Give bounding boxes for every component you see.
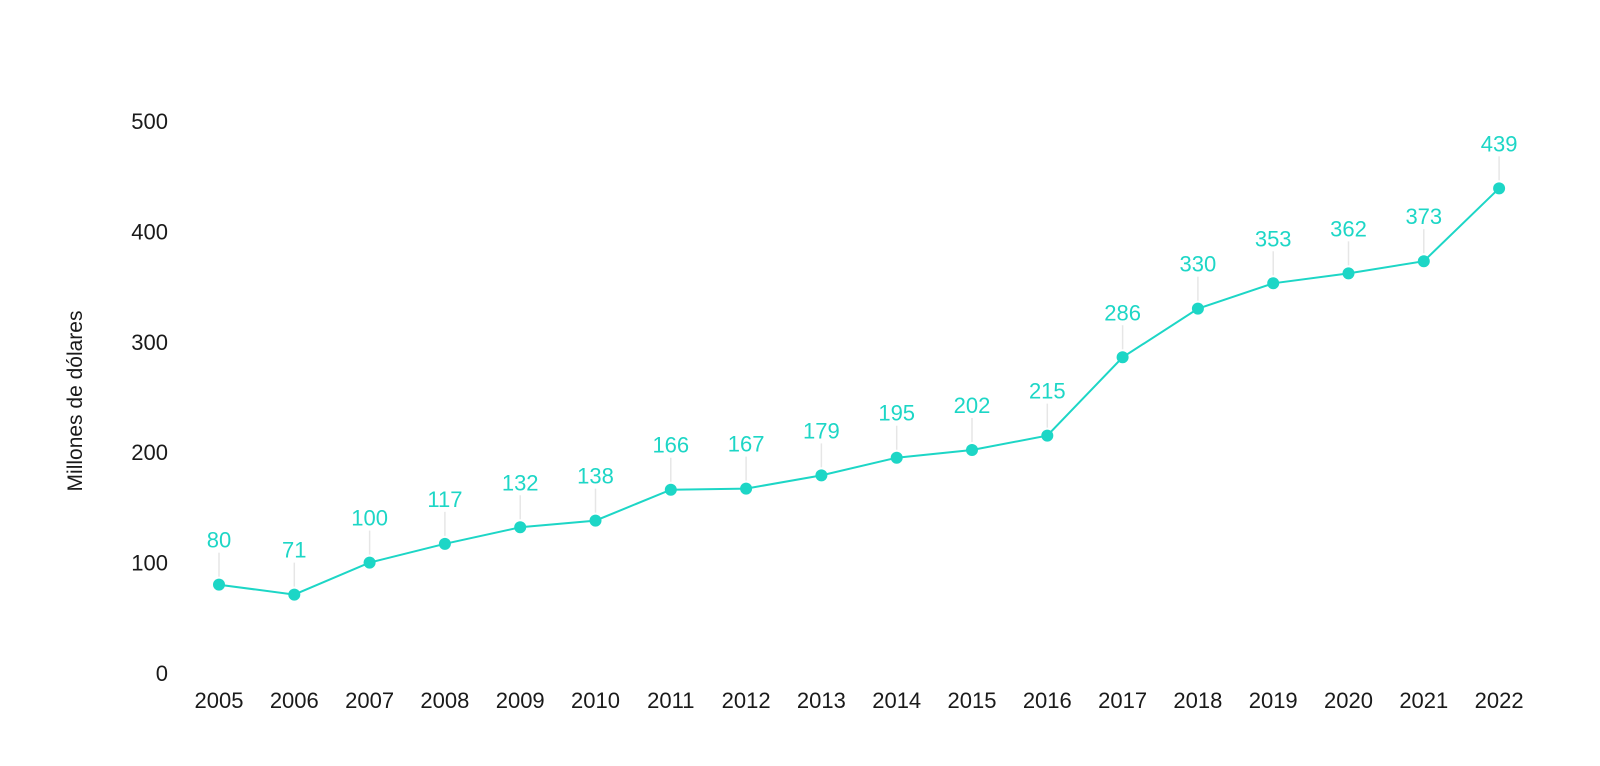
data-label: 100 (351, 506, 388, 531)
data-label: 202 (954, 393, 991, 418)
x-tick-label: 2017 (1098, 688, 1147, 713)
data-label: 117 (427, 487, 462, 512)
y-axis-tick-labels: 0 100 200 300 400 500 (131, 109, 168, 686)
data-label: 215 (1029, 379, 1066, 404)
y-tick-label: 400 (131, 219, 168, 244)
x-tick-label: 2012 (722, 688, 771, 713)
data-label: 373 (1405, 204, 1442, 229)
data-labels: 80 71 100 117 132 138 166 167 179 195 202 215 286 330… (207, 131, 1518, 562)
data-point (815, 469, 828, 482)
x-tick-label: 2022 (1475, 688, 1524, 713)
x-tick-label: 2018 (1173, 688, 1222, 713)
x-tick-label: 2008 (420, 688, 469, 713)
y-axis-title: Millones de dólares (64, 311, 87, 492)
data-point (589, 514, 602, 527)
y-tick-label: 300 (131, 330, 168, 355)
x-tick-label: 2013 (797, 688, 846, 713)
data-label: 71 (282, 538, 306, 563)
data-point (1041, 429, 1054, 442)
data-label: 138 (577, 464, 614, 489)
data-point (514, 521, 527, 534)
x-tick-label: 2015 (948, 688, 997, 713)
x-tick-label: 2016 (1023, 688, 1072, 713)
data-label: 179 (803, 418, 840, 443)
data-label: 439 (1481, 131, 1518, 156)
data-label-leaders (218, 156, 1500, 587)
data-point (1342, 267, 1355, 280)
data-point (740, 482, 753, 495)
x-tick-label: 2014 (872, 688, 921, 713)
data-label: 353 (1255, 226, 1292, 251)
data-point (890, 451, 903, 464)
x-tick-label: 2011 (647, 688, 694, 713)
data-point (1191, 302, 1204, 315)
x-tick-label: 2019 (1249, 688, 1298, 713)
y-tick-label: 100 (131, 551, 168, 576)
data-label: 330 (1180, 252, 1217, 277)
data-point (1493, 182, 1506, 195)
data-label: 286 (1104, 300, 1141, 325)
x-tick-label: 2005 (195, 688, 244, 713)
x-tick-label: 2010 (571, 688, 620, 713)
x-tick-label: 2007 (345, 688, 394, 713)
data-points (213, 182, 1506, 601)
x-axis-tick-labels: 2005 2006 2007 2008 2009 2010 2011 2012 2013 2014… (195, 688, 1524, 713)
y-tick-label: 0 (156, 661, 168, 686)
data-point (664, 483, 677, 496)
data-point (438, 537, 451, 550)
data-point (1116, 351, 1129, 364)
data-label: 362 (1330, 216, 1367, 241)
x-tick-label: 2009 (496, 688, 545, 713)
data-label: 132 (502, 470, 539, 495)
y-tick-label: 500 (131, 109, 168, 134)
data-point (1417, 255, 1430, 268)
x-tick-label: 2020 (1324, 688, 1373, 713)
data-point (288, 588, 301, 601)
x-tick-label: 2021 (1399, 688, 1448, 713)
data-label: 167 (728, 432, 765, 457)
data-point (1267, 277, 1280, 290)
data-point (213, 578, 225, 591)
series-line (218, 187, 1500, 596)
x-tick-label: 2006 (270, 688, 319, 713)
data-label: 195 (878, 401, 915, 426)
data-label: 80 (207, 528, 231, 553)
data-label: 166 (652, 433, 689, 458)
data-point (363, 556, 376, 569)
y-tick-label: 200 (131, 440, 168, 465)
data-point (966, 443, 978, 456)
